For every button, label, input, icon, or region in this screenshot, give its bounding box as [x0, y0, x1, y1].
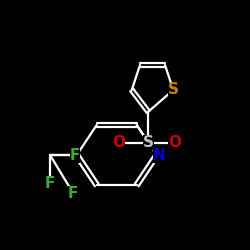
Text: O: O	[112, 135, 125, 150]
Text: O: O	[168, 135, 181, 150]
Text: F: F	[68, 186, 78, 201]
Text: N: N	[153, 148, 166, 162]
Text: F: F	[70, 148, 80, 162]
Text: S: S	[143, 135, 154, 150]
Text: F: F	[45, 176, 55, 191]
Text: S: S	[168, 82, 179, 98]
